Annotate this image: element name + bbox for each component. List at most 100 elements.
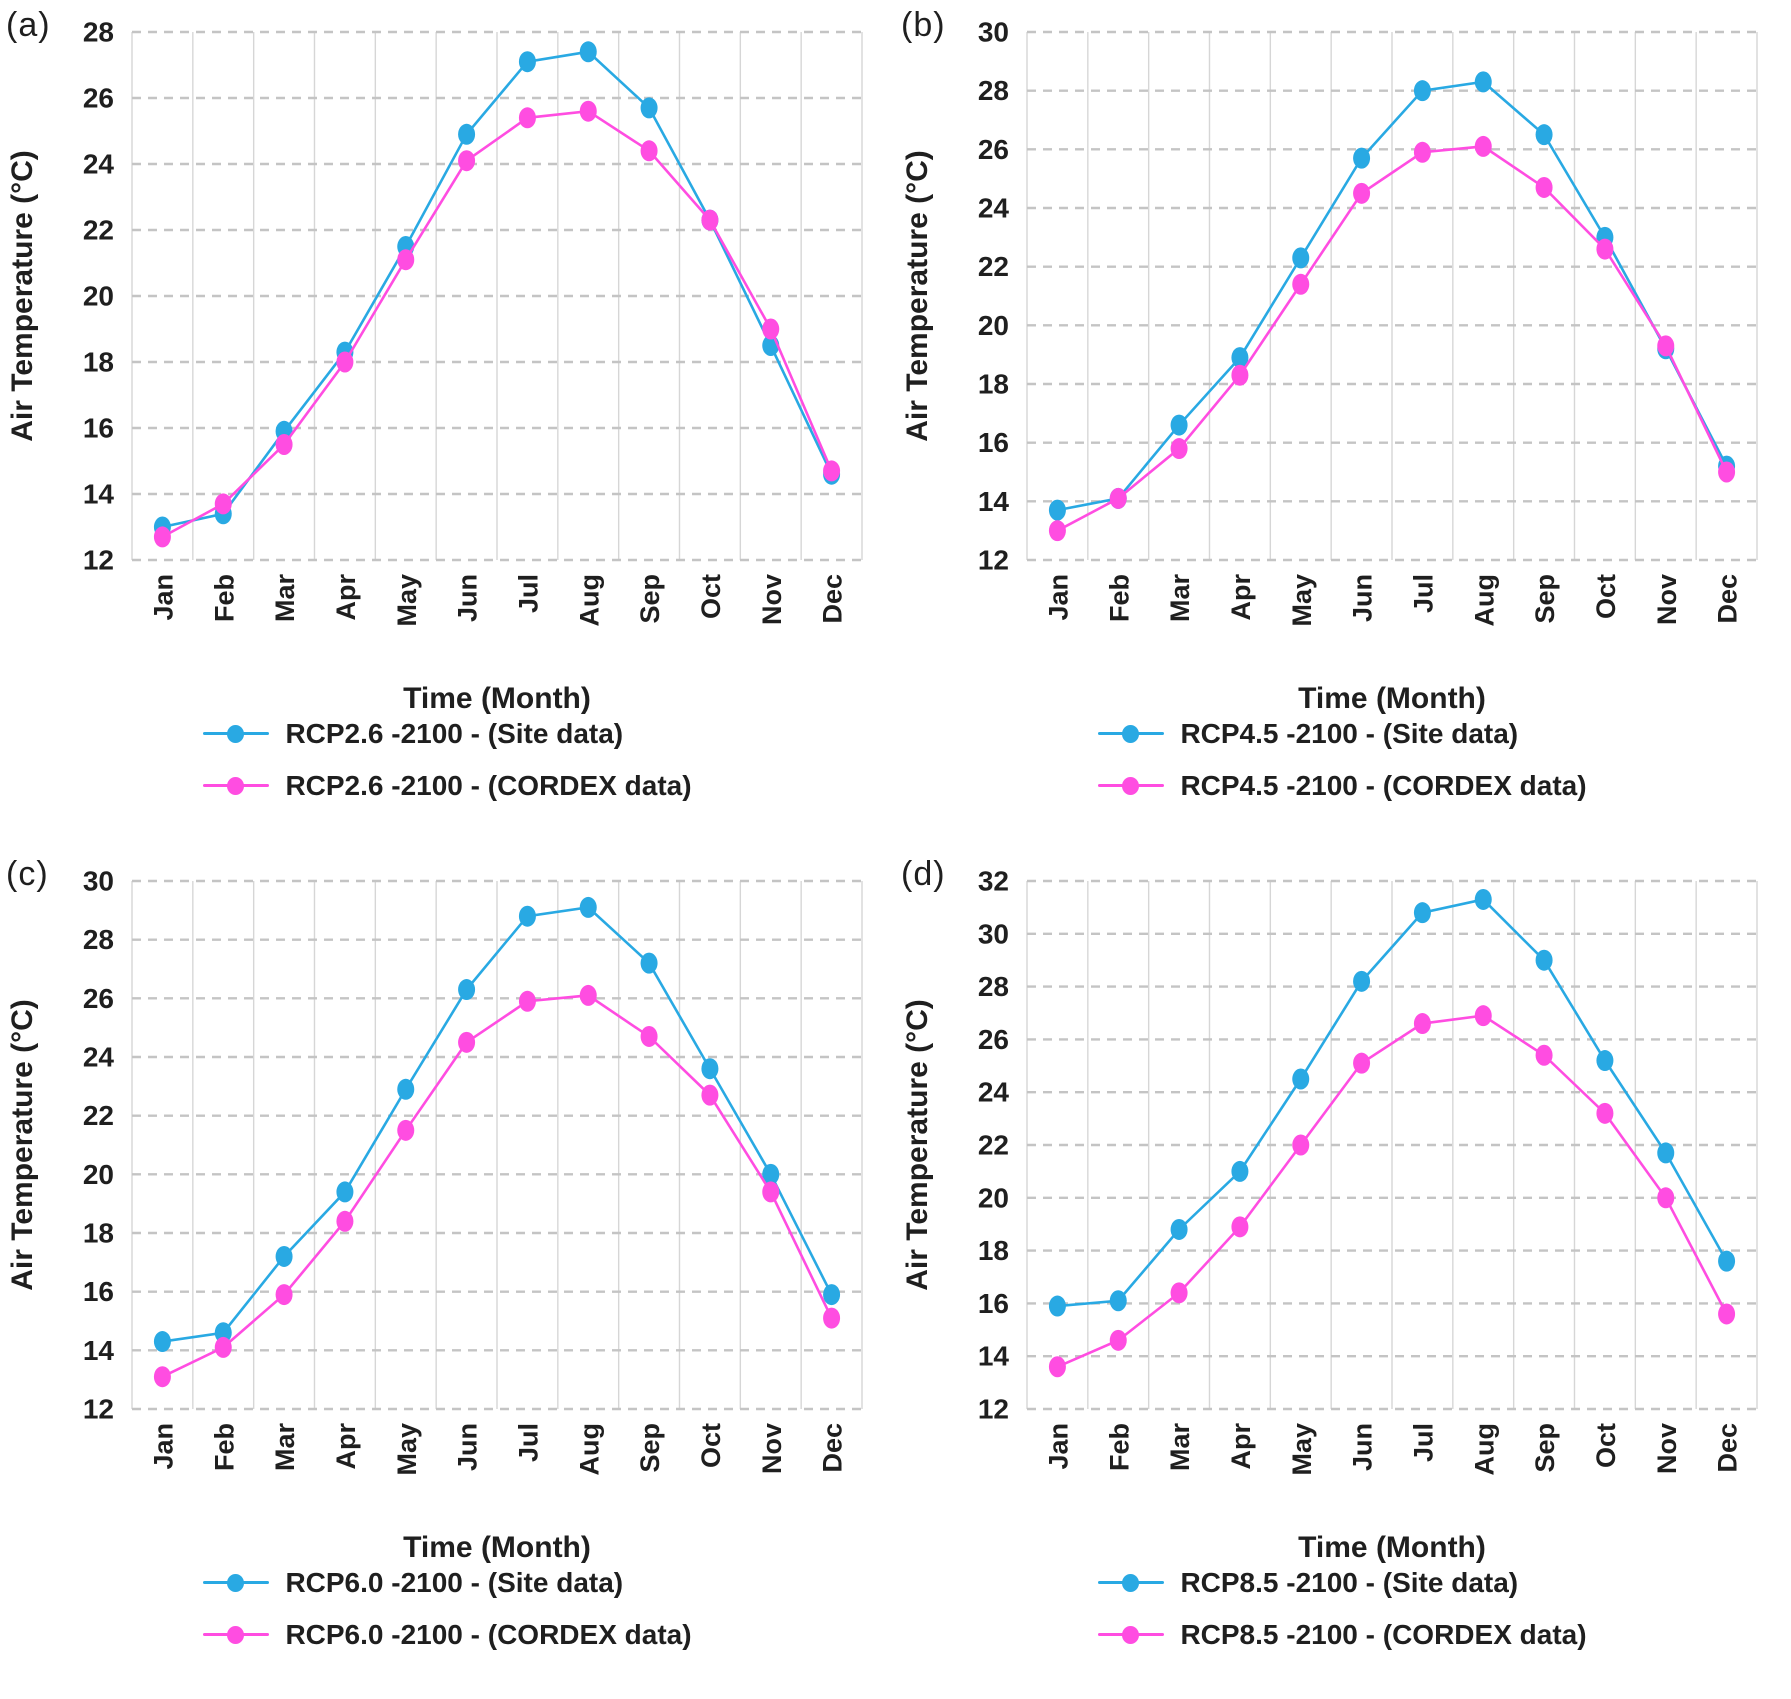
legend-label-site: RCP6.0 -2100 - (Site data) [285,1567,624,1598]
x-tick-label: May [1287,574,1317,627]
legend-label-site: RCP4.5 -2100 - (Site data) [1180,718,1519,749]
x-tick-label: Sep [1530,1423,1560,1473]
data-point-marker [336,1210,354,1232]
x-tick-label: Oct [696,1423,726,1468]
data-point-marker [579,896,597,918]
y-tick-label: 16 [978,427,1009,458]
data-point-marker [1048,499,1066,521]
x-tick-label: Mar [270,1423,300,1472]
data-point-marker [1596,238,1614,260]
data-point-marker [1231,1160,1249,1182]
data-point-marker [1535,176,1553,198]
data-point-marker [518,905,536,927]
chart-d-svg: 12 14 16 18 20 22 24 26 28 30 32 Jan Feb Mar Apr May Jun… [901,866,1758,1564]
y-tick-label: 18 [83,347,114,378]
y-axis-title: Air Temperature (°C) [901,999,934,1291]
x-tick-label: Sep [635,574,665,624]
y-tick-label: 20 [83,281,114,312]
y-tick-label: 16 [83,1276,114,1307]
panel-label: (b) [901,6,946,44]
legend-item-cordex: RCP2.6 -2100 - (CORDEX data) [203,770,692,802]
data-point-marker [458,979,476,1001]
y-tick-labels: 12 14 16 18 20 22 24 26 28 [83,17,115,576]
y-tick-labels: 12 14 16 18 20 22 24 26 28 30 [978,17,1010,576]
x-tick-label: Dec [1713,574,1743,624]
data-point-marker [1474,888,1492,910]
y-tick-label: 28 [978,75,1009,106]
x-tick-label: Jun [453,1423,483,1471]
legend-label-cordex: RCP8.5 -2100 - (CORDEX data) [1180,1619,1587,1650]
series-line [162,50,833,529]
data-point-marker [518,51,536,73]
x-tick-label: Aug [1469,574,1499,626]
data-point-marker [1170,414,1188,436]
y-tick-label: 16 [83,413,114,444]
data-point-marker [1048,520,1066,542]
data-point-marker [1657,1187,1675,1209]
y-tick-label: 26 [978,134,1009,165]
data-point-marker [1413,141,1431,163]
data-point-marker [701,1084,719,1106]
data-point-marker [153,1366,171,1388]
x-axis-title: Time (Month) [403,682,591,715]
y-tick-label: 22 [978,251,1009,282]
data-point-marker [397,1119,415,1141]
y-axis-title: Air Temperature (°C) [6,999,39,1291]
data-point-marker [214,1336,232,1358]
data-point-marker [336,1181,354,1203]
y-tick-label: 24 [978,193,1010,224]
data-point-marker [701,1058,719,1080]
x-tick-label: Jan [1043,574,1073,621]
data-point-marker [1048,1356,1066,1378]
data-point-marker [458,123,476,145]
x-tick-label: Apr [331,1423,361,1470]
legend-c: RCP6.0 -2100 - (Site data) RCP6.0 -2100 … [0,1567,895,1651]
data-point-marker [1292,273,1310,295]
x-tick-label: Jan [148,574,178,621]
data-point-marker [1474,71,1492,93]
data-point-marker [1596,1050,1614,1072]
y-tick-label: 22 [83,1100,114,1131]
x-tick-label: Feb [209,574,239,622]
legend-item-cordex: RCP4.5 -2100 - (CORDEX data) [1098,770,1587,802]
data-point-marker [153,1331,171,1353]
legend-line-dot-icon [203,1572,270,1594]
horizontal-gridlines [1027,30,1757,562]
legend-label-cordex: RCP2.6 -2100 - (CORDEX data) [285,770,692,801]
chart-c-svg: 12 14 16 18 20 22 24 26 28 30 Jan Feb Mar Apr May Jun Ju… [6,866,863,1564]
y-tick-label: 14 [978,1341,1010,1372]
data-point-marker [458,1031,476,1053]
x-tick-labels: Jan Feb Mar Apr May Jun Jul Aug Sep Oct Nov Dec [1043,574,1742,627]
y-tick-label: 18 [978,1235,1009,1266]
panel-c: (c) 12 14 16 18 20 22 24 26 28 30 Jan Feb Mar Apr May J… [0,849,895,1699]
y-tick-label: 24 [978,1077,1010,1108]
data-point-marker [1474,135,1492,157]
legend-a: RCP2.6 -2100 - (Site data) RCP2.6 -2100 … [0,718,895,802]
data-point-marker [1657,335,1675,357]
x-tick-label: Dec [818,574,848,624]
vertical-gridlines [1026,881,1758,1409]
y-tick-label: 14 [83,1335,115,1366]
legend-b: RCP4.5 -2100 - (Site data) RCP4.5 -2100 … [895,718,1790,802]
y-axis-title: Air Temperature (°C) [6,150,39,442]
x-tick-label: Mar [1165,1423,1195,1472]
horizontal-gridlines [1027,879,1757,1411]
legend-line-dot-icon [203,775,270,797]
y-tick-labels: 12 14 16 18 20 22 24 26 28 30 [83,866,115,1425]
legend-line-dot-icon [203,1624,270,1646]
data-point-marker [1657,1142,1675,1164]
x-tick-labels: Jan Feb Mar Apr May Jun Jul Aug Sep Oct Nov Dec [1043,1423,1742,1476]
data-point-marker [1231,1216,1249,1238]
x-tick-label: Apr [1226,574,1256,621]
legend-item-cordex: RCP8.5 -2100 - (CORDEX data) [1098,1619,1587,1651]
data-point-marker [1718,1303,1736,1325]
data-point-marker [640,97,658,119]
data-point-marker [1292,1068,1310,1090]
data-point-marker [275,1284,293,1306]
data-point-marker [275,1245,293,1267]
data-point-marker [1231,347,1249,369]
series-line [1057,898,1728,1308]
horizontal-gridlines [132,879,862,1411]
x-tick-label: Jul [1408,1423,1438,1462]
